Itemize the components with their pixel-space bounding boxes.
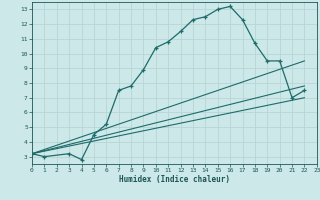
X-axis label: Humidex (Indice chaleur): Humidex (Indice chaleur) — [119, 175, 230, 184]
